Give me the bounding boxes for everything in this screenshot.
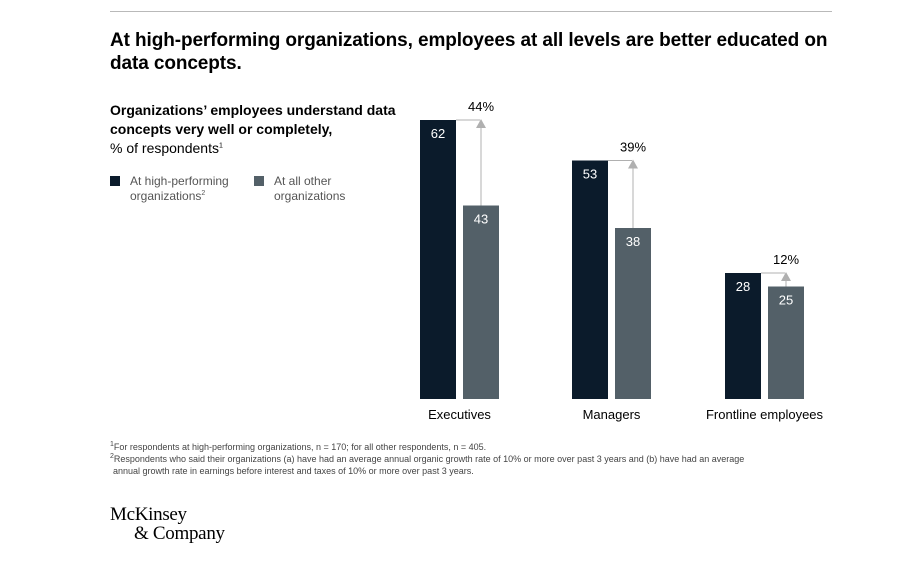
bar-executives-all-other	[463, 205, 499, 399]
bar-managers-high-performing	[572, 160, 608, 399]
legend-label-high-performing: At high-performing organizations	[130, 174, 229, 203]
data-label-managers-high-performing: 53	[583, 167, 597, 182]
category-label-frontline-employees: Frontline employees	[706, 407, 824, 422]
bar-frontline-employees-high-performing	[725, 273, 761, 399]
gap-annotation-frontline-employees: 12%	[773, 252, 799, 267]
footnote-2-continued: annual growth rate in earnings before in…	[113, 466, 474, 476]
data-label-managers-all-other: 38	[626, 234, 640, 249]
data-label-frontline-employees-high-performing: 28	[736, 279, 750, 294]
data-label-executives-all-other: 43	[474, 212, 488, 227]
bar-managers-all-other	[615, 228, 651, 399]
subtitle-footnote-marker: 1	[218, 142, 223, 150]
bar-frontline-employees-all-other	[768, 286, 804, 399]
gap-arrow-head-frontline-employees	[781, 272, 791, 281]
legend-label-all-other: At all other organizations	[274, 174, 346, 203]
subtitle-unit-text: % of respondents	[110, 140, 219, 156]
gap-arrow-head-executives	[476, 119, 486, 128]
footnotes: 1For respondents at high-performing orga…	[110, 441, 830, 477]
data-label-executives-high-performing: 62	[431, 126, 445, 141]
bar-executives-high-performing	[420, 120, 456, 399]
category-label-executives: Executives	[428, 407, 491, 422]
category-label-managers: Managers	[583, 407, 641, 422]
chart-subtitle: Organizations’ employees understand data…	[110, 101, 400, 158]
legend-footnote-marker: 2	[201, 190, 206, 197]
footnote-2: 2Respondents who said their organization…	[110, 453, 745, 464]
mckinsey-logo: McKinsey & Company	[110, 505, 225, 543]
gap-annotation-executives: 44%	[468, 99, 494, 114]
chart-title: At high-performing organizations, employ…	[110, 30, 828, 74]
footnote-1: 1For respondents at high-performing orga…	[110, 441, 487, 452]
top-divider	[110, 11, 832, 12]
logo-line-2: & Company	[134, 523, 225, 544]
gap-arrow-head-managers	[628, 159, 638, 169]
subtitle-bold-text: Organizations’ employees understand data…	[110, 102, 396, 137]
gap-annotation-managers: 39%	[620, 140, 646, 155]
legend-swatch-high-performing	[110, 176, 120, 186]
logo-line-1: McKinsey	[110, 504, 187, 525]
legend-swatch-all-other	[254, 176, 264, 186]
data-label-frontline-employees-all-other: 25	[779, 293, 793, 308]
bar-chart: 62 43 44% Executives 53 38 39% Managers 28 25 12% F…	[420, 99, 824, 422]
